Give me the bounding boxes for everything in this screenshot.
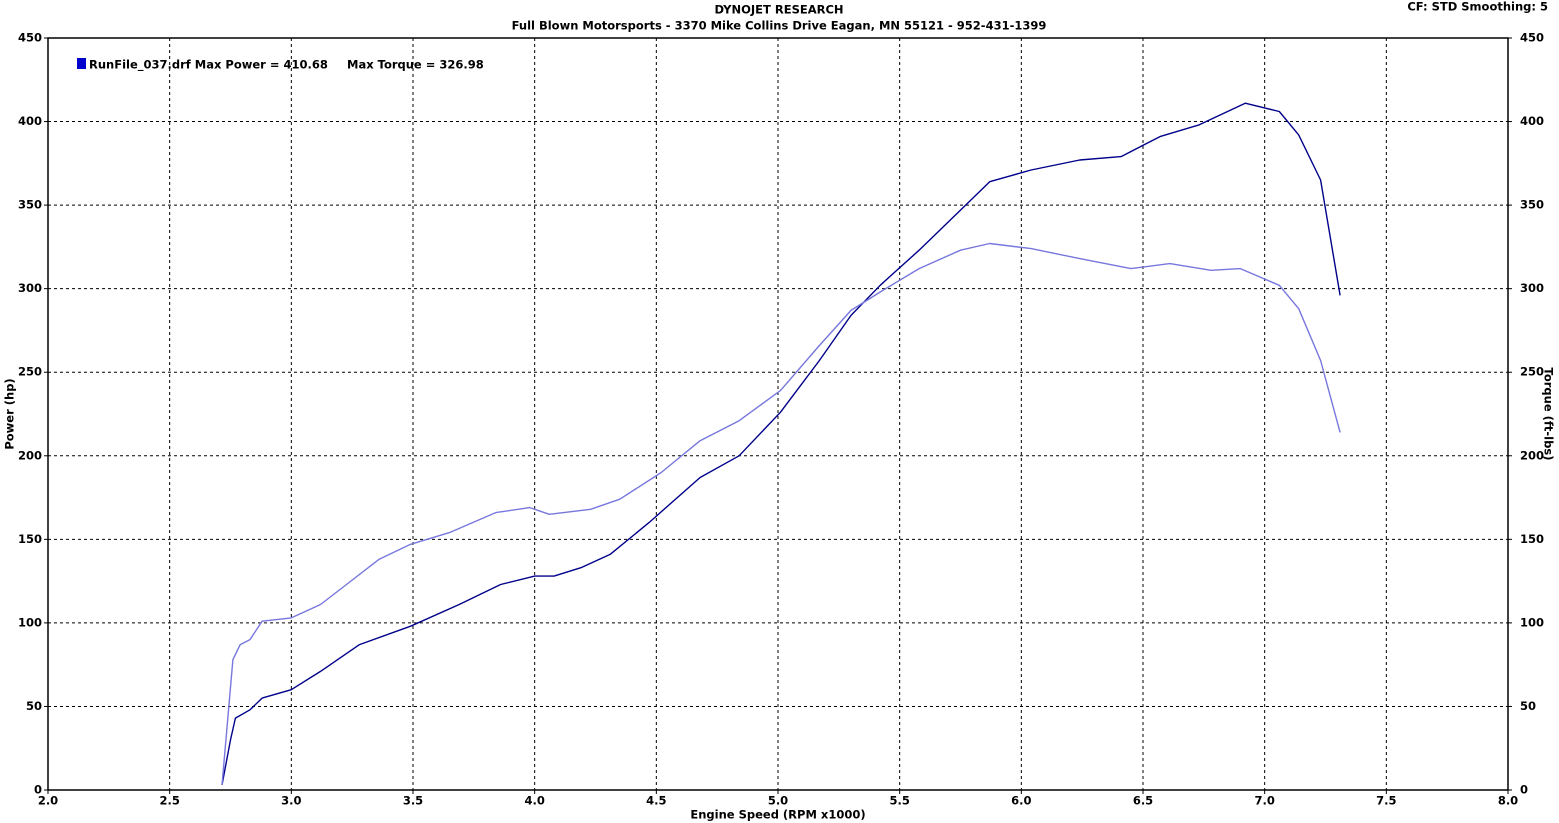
chart-subtitle: Full Blown Motorsports - 3370 Mike Colli… [512,19,1047,33]
y2-tick-label: 50 [1520,699,1536,713]
x-tick-label: 2.0 [38,794,58,808]
y-tick-label: 50 [26,699,42,713]
y2-tick-label: 400 [1520,114,1544,128]
y-tick-label: 100 [18,615,42,629]
y-tick-label: 400 [18,114,42,128]
x-tick-label: 5.5 [889,794,909,808]
y-tick-label: 200 [18,448,42,462]
x-tick-label: 4.0 [524,794,544,808]
y2-tick-label: 300 [1520,281,1544,295]
y-tick-label: 0 [34,783,42,797]
x-tick-label: 7.5 [1376,794,1396,808]
y-tick-label: 350 [18,198,42,212]
y2-tick-label: 200 [1520,448,1544,462]
x-tick-label: 4.5 [646,794,666,808]
x-tick-label: 6.0 [1011,794,1031,808]
y2-tick-label: 350 [1520,198,1544,212]
x-tick-label: 3.0 [281,794,301,808]
y-tick-label: 250 [18,365,42,379]
y2-tick-label: 250 [1520,365,1544,379]
series-line [221,102,1341,786]
legend-text: Max Torque = 326.98 [347,58,484,72]
y2-tick-label: 100 [1520,615,1544,629]
y-tick-label: 450 [18,31,42,45]
x-tick-label: 3.5 [403,794,423,808]
x-tick-label: 6.5 [1133,794,1153,808]
x-tick-label: 8.0 [1498,794,1518,808]
x-tick-label: 5.0 [768,794,788,808]
y2-tick-label: 150 [1520,532,1544,546]
chart-title: DYNOJET RESEARCH [714,3,843,17]
legend-text: RunFile_037.drf Max Power = 410.68 [89,58,328,73]
y2-axis-label: Torque (ft-lbs) [1542,368,1556,461]
x-tick-label: 2.5 [159,794,179,808]
y-tick-label: 150 [18,532,42,546]
y2-tick-label: 450 [1520,31,1544,45]
legend-swatch [77,58,86,69]
x-tick-label: 7.0 [1254,794,1274,808]
y-tick-label: 300 [18,281,42,295]
series-line [221,242,1341,786]
corner-note: CF: STD Smoothing: 5 [1407,0,1548,14]
y-axis-label: Power (hp) [3,378,17,449]
y2-tick-label: 0 [1520,783,1528,797]
x-axis-label: Engine Speed (RPM x1000) [690,808,865,822]
